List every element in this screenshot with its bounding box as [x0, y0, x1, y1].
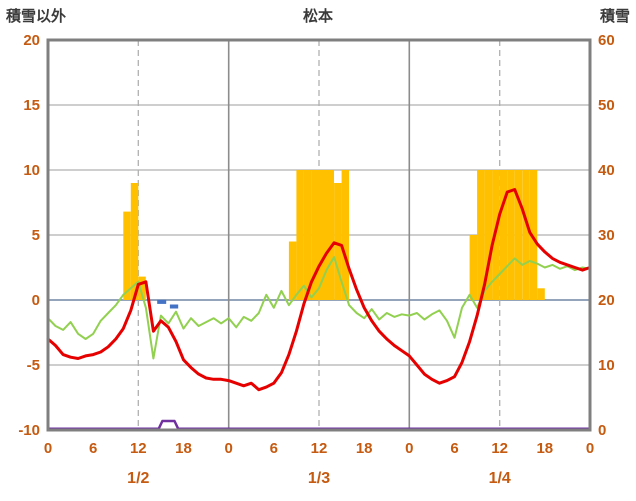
svg-text:-10: -10 — [18, 422, 40, 439]
right-axis-ticks: 60 50 40 30 20 10 0 — [598, 32, 615, 439]
svg-text:40: 40 — [598, 162, 615, 179]
svg-text:50: 50 — [598, 97, 615, 114]
orange-bars — [123, 170, 545, 300]
svg-text:12: 12 — [311, 440, 328, 457]
svg-text:6: 6 — [450, 440, 458, 457]
svg-text:0: 0 — [586, 440, 594, 457]
left-axis-title: 積雪以外 — [6, 8, 67, 25]
svg-text:60: 60 — [598, 32, 615, 49]
x-axis-ticks: 0 6 12 18 0 6 12 18 0 6 12 18 0 — [44, 440, 594, 457]
svg-text:10: 10 — [598, 357, 615, 374]
red-line — [46, 188, 592, 392]
svg-text:0: 0 — [598, 422, 606, 439]
right-axis-title: 積雪 — [599, 8, 630, 25]
svg-text:15: 15 — [23, 97, 40, 114]
chart-title: 松本 — [302, 8, 333, 25]
svg-text:1/4: 1/4 — [489, 470, 511, 487]
svg-text:12: 12 — [130, 440, 147, 457]
svg-text:0: 0 — [405, 440, 413, 457]
svg-text:0: 0 — [32, 292, 40, 309]
svg-text:6: 6 — [89, 440, 97, 457]
svg-text:10: 10 — [23, 162, 40, 179]
svg-text:20: 20 — [23, 32, 40, 49]
blue-marks — [157, 299, 179, 309]
svg-text:5: 5 — [32, 227, 40, 244]
svg-text:18: 18 — [356, 440, 373, 457]
svg-text:1/2: 1/2 — [127, 470, 149, 487]
svg-text:30: 30 — [598, 227, 615, 244]
svg-text:18: 18 — [536, 440, 553, 457]
left-axis-ticks: 20 15 10 5 0 -5 -10 — [18, 32, 40, 439]
x-axis-date-labels: 1/2 1/3 1/4 — [127, 470, 511, 487]
svg-text:0: 0 — [225, 440, 233, 457]
green-line — [47, 256, 591, 360]
svg-text:0: 0 — [44, 440, 52, 457]
svg-text:20: 20 — [598, 292, 615, 309]
svg-text:1/3: 1/3 — [308, 470, 330, 487]
plot-frame — [46, 38, 592, 432]
svg-text:6: 6 — [270, 440, 278, 457]
svg-text:12: 12 — [491, 440, 508, 457]
svg-text:18: 18 — [175, 440, 192, 457]
svg-text:-5: -5 — [27, 357, 40, 374]
